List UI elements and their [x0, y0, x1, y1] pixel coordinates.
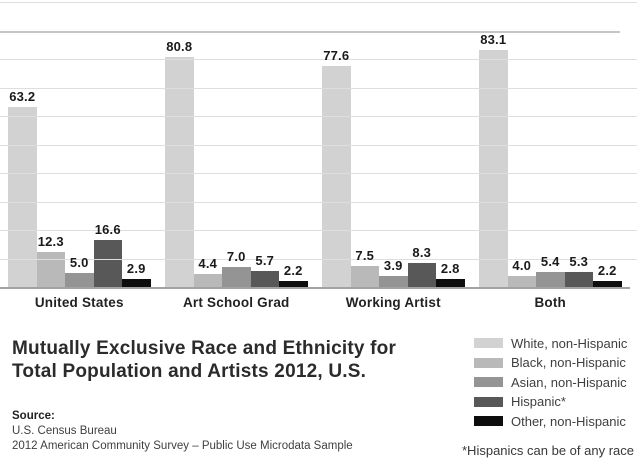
source-label: Source:: [12, 410, 55, 422]
legend-swatch: [474, 416, 503, 426]
bar-value-label: 8.3: [412, 245, 432, 261]
bar-value-label: 5.3: [569, 253, 589, 269]
chart-title-line2: Total Population and Artists 2012, U.S.: [12, 361, 367, 382]
legend-label: Other, non-Hispanic: [511, 413, 626, 429]
x-axis-line: [0, 287, 630, 289]
bar-value-label: 7.5: [355, 247, 375, 263]
gridline: [0, 201, 637, 203]
bar: [436, 279, 465, 287]
gridline: [0, 2, 637, 3]
bar: [93, 239, 122, 287]
legend-swatch: [474, 357, 503, 368]
bar-value-label: 4.0: [512, 257, 532, 273]
bar: [122, 278, 151, 287]
bar-value-label: 77.6: [323, 47, 350, 63]
legend-swatch: [474, 396, 503, 407]
bar-value-label: 2.8: [440, 261, 460, 277]
bar: [536, 271, 565, 287]
legend-footnote: *Hispanics can be of any race: [462, 443, 634, 458]
source-line-2: 2012 American Community Survey – Public …: [12, 439, 353, 452]
gridline: [0, 258, 637, 260]
legend-item: Hispanic*: [474, 394, 640, 409]
bar-value-label: 63.2: [9, 88, 36, 104]
bar-value-label: 2.9: [126, 260, 146, 276]
bar-value-label: 12.3: [37, 233, 64, 249]
bar: [279, 280, 308, 287]
bar: [479, 50, 508, 287]
legend-label: Black, non-Hispanic: [511, 355, 626, 370]
gridline: [0, 230, 637, 231]
legend-swatch: [474, 338, 503, 348]
bar-value-label: 5.4: [540, 253, 560, 269]
legend-swatch: [474, 377, 503, 387]
category-label: Art School Grad: [182, 295, 290, 310]
source-block: Source: U.S. Census Bureau 2012 American…: [12, 410, 353, 452]
bar-value-label: 7.0: [226, 249, 246, 265]
bar: [507, 275, 536, 287]
gridline: [0, 30, 620, 33]
bar: [250, 270, 279, 287]
bar-value-label: 80.8: [166, 38, 193, 54]
bar: [593, 280, 622, 287]
bar: [322, 65, 351, 287]
bar-value-label: 5.0: [69, 254, 89, 270]
gridline: [0, 173, 637, 174]
category-label: Both: [534, 295, 567, 310]
legend-item: Black, non-Hispanic: [474, 355, 640, 370]
gridline: [0, 144, 637, 146]
category-label: Working Artist: [345, 295, 441, 310]
category-label: United States: [34, 295, 124, 310]
bar: [379, 275, 408, 287]
legend-item: Other, non-Hispanic: [474, 413, 640, 429]
bar: [36, 251, 65, 287]
bar: [193, 274, 222, 287]
chart-title-line1: Mutually Exclusive Race and Ethnicity fo…: [12, 338, 397, 359]
chart-title: Mutually Exclusive Race and Ethnicity fo…: [12, 337, 472, 383]
gridline: [0, 59, 637, 60]
legend-label: White, non-Hispanic: [511, 335, 628, 351]
bar-value-label: 16.6: [94, 221, 121, 237]
gridline: [0, 87, 637, 89]
bar-value-label: 3.9: [383, 257, 403, 273]
bar: [407, 263, 436, 287]
bar-value-label: 2.2: [283, 262, 303, 278]
legend-item: White, non-Hispanic: [474, 335, 640, 351]
bar-value-label: 4.4: [198, 256, 218, 272]
chart-area: 63.2 12.3 5.0 16.6 2.9 United States 80.8 4.4 7.…: [0, 2, 637, 310]
legend: White, non-Hispanic Black, non-Hispanic As…: [474, 336, 640, 434]
bar: [350, 265, 379, 287]
bar: [222, 267, 251, 287]
legend-label: Hispanic*: [511, 394, 566, 409]
bar-value-label: 5.7: [255, 252, 275, 268]
bar-value-label: 2.2: [597, 262, 617, 278]
legend-item: Asian, non-Hispanic: [474, 374, 640, 390]
gridline: [0, 116, 637, 117]
bar-value-label: 83.1: [480, 32, 507, 48]
source-line-1: U.S. Census Bureau: [12, 425, 117, 437]
bar: [8, 106, 37, 287]
bar: [564, 271, 593, 287]
bar: [165, 56, 194, 287]
bar: [65, 272, 94, 287]
legend-label: Asian, non-Hispanic: [511, 374, 627, 390]
